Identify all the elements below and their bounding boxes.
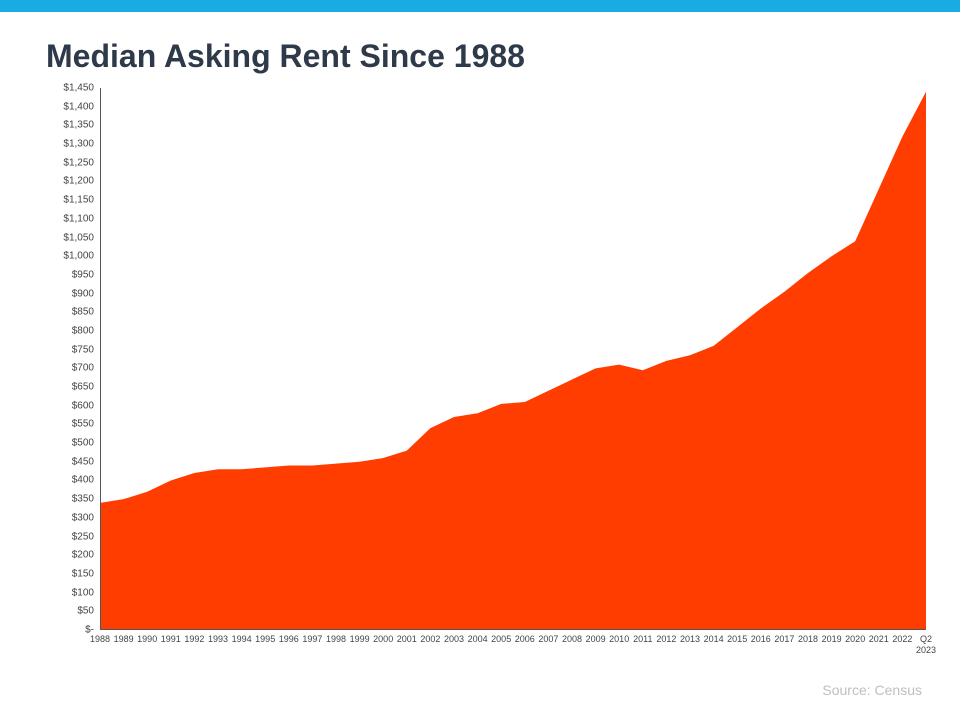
x-tick-label: Q2 2023	[916, 634, 936, 656]
x-tick-label: 1994	[232, 634, 252, 645]
y-tick-label: $550	[72, 419, 94, 430]
x-tick-label: 1997	[302, 634, 322, 645]
y-tick-label: $1,400	[63, 101, 94, 112]
y-tick-label: $500	[72, 438, 94, 449]
y-tick-label: $350	[72, 494, 94, 505]
y-tick-label: $1,000	[63, 251, 94, 262]
x-tick-label: 2001	[397, 634, 417, 645]
area-fill	[100, 88, 926, 630]
x-tick-label: 2010	[609, 634, 629, 645]
x-tick-label: 1995	[255, 634, 275, 645]
y-tick-label: $1,050	[63, 232, 94, 243]
y-tick-label: $200	[72, 550, 94, 561]
x-tick-label: 1996	[279, 634, 299, 645]
y-tick-label: $800	[72, 325, 94, 336]
top-accent-bar	[0, 0, 960, 12]
y-axis-line	[100, 88, 101, 630]
x-tick-label: 2017	[774, 634, 794, 645]
x-tick-label: 2003	[444, 634, 464, 645]
y-tick-label: $400	[72, 475, 94, 486]
x-tick-label: 2008	[562, 634, 582, 645]
y-tick-label: $650	[72, 382, 94, 393]
x-tick-label: 2006	[515, 634, 535, 645]
y-tick-label: $850	[72, 307, 94, 318]
x-tick-label: 2002	[420, 634, 440, 645]
x-tick-label: 2012	[656, 634, 676, 645]
x-tick-label: 2019	[822, 634, 842, 645]
y-tick-label: $250	[72, 531, 94, 542]
x-tick-label: 1990	[137, 634, 157, 645]
x-tick-label: 2018	[798, 634, 818, 645]
y-tick-label: $100	[72, 587, 94, 598]
y-tick-label: $1,300	[63, 139, 94, 150]
x-tick-label: 2022	[892, 634, 912, 645]
y-tick-label: $900	[72, 288, 94, 299]
x-tick-label: 2000	[373, 634, 393, 645]
chart-title: Median Asking Rent Since 1988	[46, 38, 525, 75]
x-tick-label: 1989	[114, 634, 134, 645]
plot-area	[100, 88, 926, 630]
y-tick-label: $1,150	[63, 195, 94, 206]
y-tick-label: $600	[72, 400, 94, 411]
page: Median Asking Rent Since 1988 $-$50$100$…	[0, 0, 960, 720]
x-tick-label: 2015	[727, 634, 747, 645]
y-tick-label: $950	[72, 269, 94, 280]
y-tick-label: $1,250	[63, 157, 94, 168]
x-tick-label: 2004	[468, 634, 488, 645]
x-tick-label: 2009	[586, 634, 606, 645]
x-tick-label: 2007	[538, 634, 558, 645]
source-attribution: Source: Census	[822, 682, 922, 698]
y-tick-label: $750	[72, 344, 94, 355]
x-tick-label: 1991	[161, 634, 181, 645]
y-tick-label: $1,100	[63, 213, 94, 224]
y-axis: $-$50$100$150$200$250$300$350$400$450$50…	[46, 88, 100, 630]
x-tick-label: 2016	[751, 634, 771, 645]
y-tick-label: $1,350	[63, 120, 94, 131]
x-tick-label: 1998	[326, 634, 346, 645]
y-tick-label: $450	[72, 456, 94, 467]
y-tick-label: $700	[72, 363, 94, 374]
x-tick-label: 1988	[90, 634, 110, 645]
x-tick-label: 1999	[350, 634, 370, 645]
x-tick-label: 1993	[208, 634, 228, 645]
y-tick-label: $150	[72, 568, 94, 579]
y-tick-label: $50	[77, 606, 94, 617]
y-tick-label: $300	[72, 512, 94, 523]
y-tick-label: $1,200	[63, 176, 94, 187]
chart-container: $-$50$100$150$200$250$300$350$400$450$50…	[46, 88, 926, 658]
x-tick-label: 2011	[633, 634, 652, 645]
x-tick-label: 2020	[845, 634, 865, 645]
x-tick-label: 2013	[680, 634, 700, 645]
y-tick-label: $1,450	[63, 83, 94, 94]
x-tick-label: 2005	[491, 634, 511, 645]
x-axis: 1988198919901991199219931994199519961997…	[100, 630, 926, 670]
x-tick-label: 1992	[184, 634, 204, 645]
x-tick-label: 2014	[704, 634, 724, 645]
x-tick-label: 2021	[869, 634, 889, 645]
